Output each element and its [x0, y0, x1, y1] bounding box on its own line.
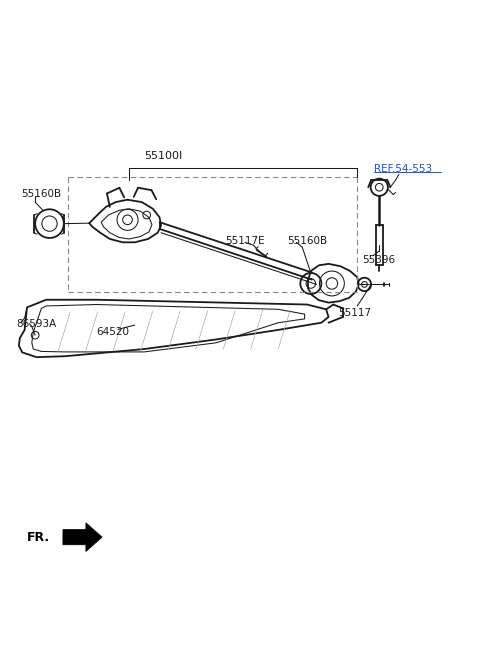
Text: 55117E: 55117E: [226, 236, 265, 246]
Text: 86593A: 86593A: [16, 319, 56, 329]
Text: 55100I: 55100I: [144, 151, 182, 161]
Polygon shape: [63, 523, 102, 552]
Text: 55160B: 55160B: [21, 189, 61, 199]
Text: 64520: 64520: [96, 328, 130, 337]
Text: 55117: 55117: [338, 308, 371, 318]
Text: FR.: FR.: [27, 531, 50, 544]
Text: REF.54-553: REF.54-553: [374, 164, 432, 174]
Text: 55160B: 55160B: [287, 236, 327, 246]
Text: 55396: 55396: [362, 255, 396, 265]
